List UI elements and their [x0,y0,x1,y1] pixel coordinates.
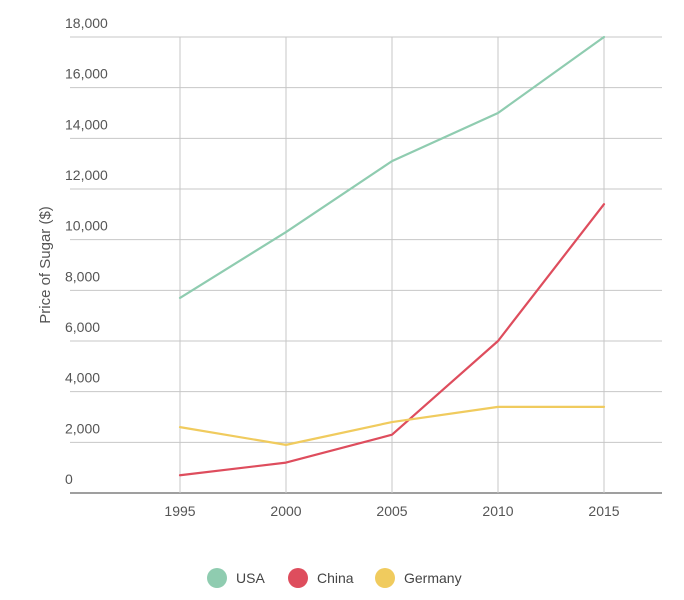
y-tick-label: 14,000 [65,116,108,132]
legend-label: China [317,570,354,586]
y-tick-label: 16,000 [65,66,108,82]
series-line-usa [178,35,606,300]
legend-item-china: China [288,568,354,588]
legend: USA China Germany [207,568,462,588]
series-line-germany [178,405,606,446]
legend-swatch [288,568,308,588]
y-axis: 0 2,000 4,000 6,000 8,000 10,000 12,000 14,000 1… [65,15,108,487]
x-axis: 1995 2000 2005 2010 2015 [164,503,619,519]
y-tick-label: 4,000 [65,370,100,386]
x-tick-label: 2000 [270,503,301,519]
y-tick-label: 0 [65,471,73,487]
legend-swatch [375,568,395,588]
legend-label: Germany [404,570,462,586]
grid [70,36,662,494]
y-tick-label: 2,000 [65,420,100,436]
y-tick-label: 18,000 [65,15,108,31]
legend-item-germany: Germany [375,568,462,588]
series-line-china [178,203,606,477]
x-tick-label: 2015 [588,503,619,519]
y-tick-label: 12,000 [65,167,108,183]
y-tick-label: 8,000 [65,268,100,284]
legend-label: USA [236,570,265,586]
y-axis-label: Price of Sugar ($) [37,206,54,324]
y-tick-label: 10,000 [65,218,108,234]
legend-item-usa: USA [207,568,265,588]
y-tick-label: 6,000 [65,319,100,335]
series-lines [178,35,606,477]
x-tick-label: 2005 [376,503,407,519]
x-tick-label: 2010 [482,503,513,519]
x-tick-label: 1995 [164,503,195,519]
legend-swatch [207,568,227,588]
